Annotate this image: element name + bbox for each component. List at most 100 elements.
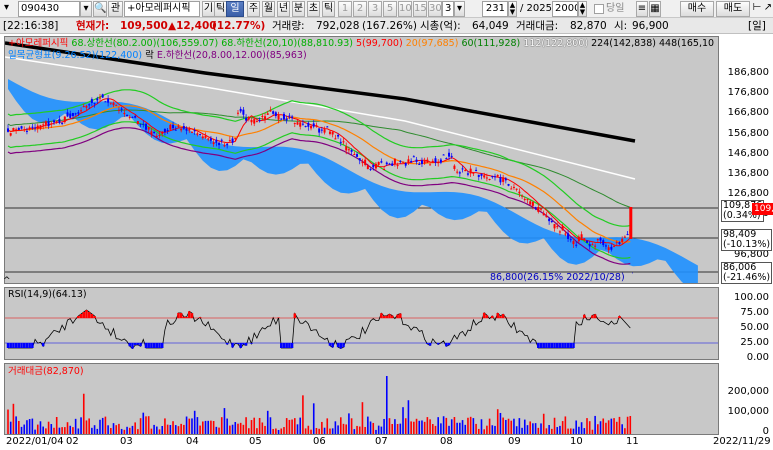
search-icon[interactable]: 🔍 bbox=[93, 1, 107, 17]
candle-body bbox=[161, 132, 164, 134]
amount-bar bbox=[234, 421, 237, 434]
legend-item-6: 112(122,800) bbox=[523, 38, 592, 49]
amount-bar bbox=[477, 428, 480, 434]
candle-body bbox=[310, 125, 313, 129]
candle-body bbox=[358, 158, 361, 161]
amount-bar bbox=[331, 428, 334, 434]
amount-bar bbox=[64, 427, 66, 434]
candle-body bbox=[510, 188, 513, 190]
candle-body bbox=[561, 226, 564, 231]
volume-pct: (167.26%) bbox=[362, 20, 417, 32]
candle-body bbox=[174, 129, 177, 131]
candle-body bbox=[231, 138, 234, 143]
candle-body bbox=[15, 129, 18, 131]
candle-body bbox=[285, 118, 288, 121]
candle-body bbox=[193, 130, 196, 132]
amount-bar bbox=[147, 416, 150, 434]
interval-dropdown-icon[interactable]: ▾ bbox=[454, 1, 465, 17]
stock-name-field[interactable]: +아모레퍼시픽 bbox=[124, 1, 200, 17]
interval-button-30[interactable]: 30 bbox=[428, 1, 442, 17]
candle-body bbox=[236, 112, 239, 114]
stock-code-input[interactable]: 090430 bbox=[18, 1, 80, 17]
candle-body bbox=[512, 186, 515, 188]
arrow-icon[interactable]: ↗ bbox=[763, 2, 773, 13]
interval-button-10[interactable]: 10 bbox=[398, 1, 412, 17]
period-button-6[interactable]: 분 bbox=[292, 1, 305, 17]
amount-bar bbox=[323, 427, 326, 434]
candle-body bbox=[120, 108, 123, 110]
amount-bar bbox=[280, 428, 283, 434]
rsi-axis-label-4: 0.00 bbox=[746, 352, 769, 363]
amount-bar bbox=[486, 425, 488, 434]
collapse-icon[interactable]: ^ bbox=[3, 276, 11, 286]
buy-button[interactable]: 매수 bbox=[680, 1, 714, 17]
candle-body bbox=[128, 116, 131, 118]
period-button-8[interactable]: 틱 bbox=[322, 1, 335, 17]
period-button-5[interactable]: 년 bbox=[277, 1, 290, 17]
candle-body bbox=[212, 142, 215, 145]
amount-bar bbox=[521, 427, 523, 434]
interval-button-1[interactable]: 1 bbox=[338, 1, 352, 17]
interval-button-3[interactable]: 3 bbox=[368, 1, 382, 17]
period-button-3[interactable]: 주 bbox=[247, 1, 260, 17]
amount-bar bbox=[467, 417, 469, 434]
candle-body bbox=[364, 159, 367, 165]
related-button[interactable]: 관 bbox=[108, 1, 123, 17]
candle-body bbox=[52, 120, 55, 123]
price-chart[interactable] bbox=[5, 37, 718, 283]
candle-body bbox=[136, 121, 139, 125]
price-axis-label-9: 96,800 bbox=[734, 248, 769, 260]
amount-bar bbox=[369, 421, 372, 434]
view-stepper[interactable]: ▲ ▼ bbox=[578, 1, 587, 17]
candle-body bbox=[50, 123, 53, 125]
volume-value: 792,028 bbox=[316, 20, 360, 32]
amount-bar bbox=[207, 420, 210, 434]
amount-bar bbox=[258, 417, 261, 434]
interval-button-2[interactable]: 2 bbox=[353, 1, 367, 17]
view-count-input[interactable]: 2000 bbox=[552, 1, 578, 17]
amount-bar bbox=[591, 429, 594, 434]
candle-body bbox=[39, 125, 42, 129]
mcap-label: 시총(억): bbox=[420, 20, 461, 32]
candle-body bbox=[42, 124, 45, 126]
amount-bar bbox=[120, 428, 123, 434]
period-button-2[interactable]: 일 bbox=[226, 1, 244, 17]
rsi-chart[interactable] bbox=[5, 288, 718, 359]
grid-icon[interactable]: ▦ bbox=[649, 1, 661, 17]
candle-body bbox=[420, 160, 423, 165]
menu-arrow-icon[interactable]: ▾ bbox=[4, 2, 10, 13]
candle-body bbox=[577, 236, 580, 242]
interval-button-5[interactable]: 5 bbox=[383, 1, 397, 17]
candle-body bbox=[485, 177, 488, 179]
amount-bar bbox=[553, 417, 556, 434]
amount-bar bbox=[69, 425, 72, 434]
today-checkbox[interactable] bbox=[594, 4, 604, 14]
amount-bar bbox=[212, 421, 215, 434]
period-button-4[interactable]: 월 bbox=[262, 1, 275, 17]
candle-body bbox=[272, 111, 275, 114]
candle-body bbox=[412, 156, 415, 158]
candle-body bbox=[404, 162, 407, 166]
pin-icon[interactable]: ⊢ bbox=[752, 2, 762, 13]
count-input[interactable]: 231 bbox=[482, 1, 508, 17]
interval-button-15[interactable]: 15 bbox=[413, 1, 427, 17]
price-axis-label-0: 186,800 bbox=[727, 67, 769, 78]
candle-body bbox=[169, 124, 172, 130]
period-button-7[interactable]: 초 bbox=[307, 1, 320, 17]
list-icon[interactable]: ≡ bbox=[636, 1, 648, 17]
amount-bar bbox=[277, 429, 280, 434]
amount-bar bbox=[93, 425, 96, 434]
amount-bar bbox=[242, 424, 245, 434]
amount-bar bbox=[578, 426, 580, 434]
interval-select[interactable]: 3 bbox=[442, 1, 454, 17]
code-dropdown-button[interactable]: ▾ bbox=[80, 1, 92, 17]
candle-body bbox=[296, 122, 299, 125]
trading-amount-chart[interactable] bbox=[5, 364, 718, 434]
rsi-pane[interactable] bbox=[4, 287, 719, 360]
count-stepper[interactable]: ▲ ▼ bbox=[508, 1, 517, 17]
candle-body bbox=[542, 213, 545, 216]
sell-button[interactable]: 매도 bbox=[716, 1, 750, 17]
amount-bar bbox=[583, 428, 586, 434]
candle-body bbox=[377, 161, 380, 165]
candle-body bbox=[388, 163, 391, 165]
